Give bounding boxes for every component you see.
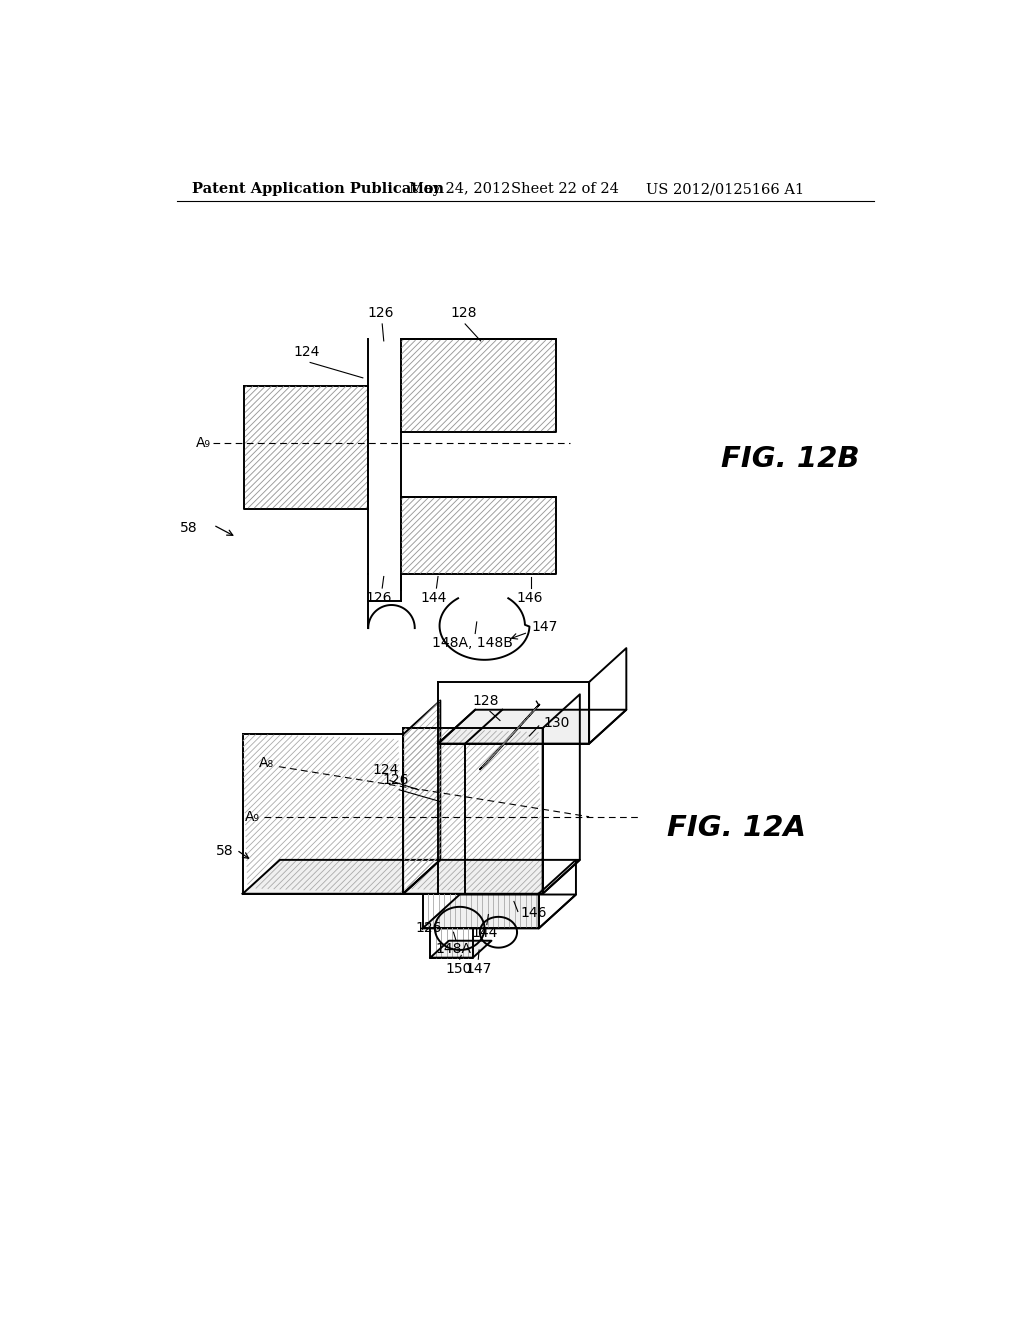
Polygon shape (403, 859, 580, 894)
Polygon shape (403, 701, 440, 894)
Polygon shape (430, 928, 473, 958)
Text: 130: 130 (544, 715, 569, 730)
Text: US 2012/0125166 A1: US 2012/0125166 A1 (646, 182, 804, 197)
Text: 126: 126 (416, 921, 442, 935)
Polygon shape (243, 859, 440, 894)
Text: 147: 147 (512, 619, 557, 639)
Text: 126: 126 (382, 772, 409, 787)
Polygon shape (479, 704, 540, 770)
Polygon shape (543, 694, 580, 894)
Polygon shape (403, 729, 543, 894)
Text: 126: 126 (368, 306, 394, 321)
Text: 124: 124 (293, 345, 319, 359)
Text: Sheet 22 of 24: Sheet 22 of 24 (511, 182, 618, 197)
Text: 148A, 148B: 148A, 148B (432, 636, 513, 649)
Text: 128: 128 (473, 694, 500, 708)
Text: FIG. 12A: FIG. 12A (667, 814, 806, 842)
Polygon shape (423, 894, 539, 928)
Polygon shape (243, 734, 403, 894)
Text: FIG. 12B: FIG. 12B (721, 445, 859, 473)
Text: 144: 144 (421, 591, 447, 605)
Polygon shape (423, 895, 575, 928)
Text: 126: 126 (366, 591, 391, 605)
Text: 150: 150 (445, 961, 471, 975)
Text: 147: 147 (465, 962, 492, 977)
Polygon shape (589, 648, 627, 743)
Polygon shape (438, 682, 589, 743)
Text: A₉: A₉ (196, 437, 211, 450)
Text: Patent Application Publication: Patent Application Publication (193, 182, 444, 197)
Text: May 24, 2012: May 24, 2012 (410, 182, 511, 197)
Text: 58: 58 (216, 845, 233, 858)
Text: 146: 146 (521, 906, 548, 920)
Text: 58: 58 (180, 521, 198, 535)
Text: A₉: A₉ (245, 809, 260, 824)
Text: A₈: A₈ (259, 756, 273, 770)
Polygon shape (430, 941, 492, 958)
Text: 148A: 148A (435, 942, 471, 956)
Text: 128: 128 (451, 306, 477, 321)
Text: 144: 144 (471, 927, 498, 940)
Polygon shape (438, 710, 627, 743)
Polygon shape (539, 859, 575, 928)
Text: 124: 124 (373, 763, 399, 777)
Text: 146: 146 (516, 591, 543, 605)
